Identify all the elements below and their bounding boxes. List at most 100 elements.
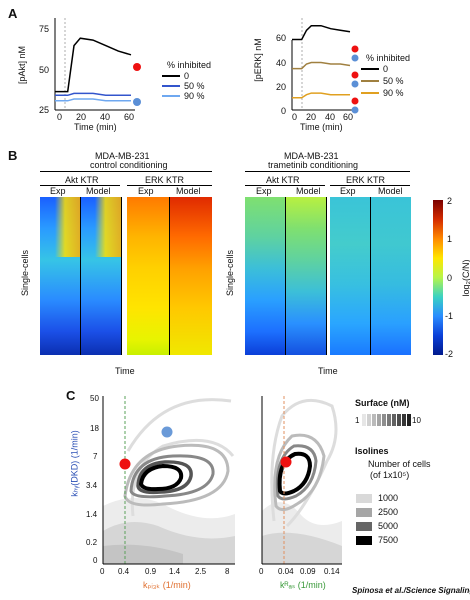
c-ytick-18: 18 — [90, 424, 99, 433]
surface-bar-4 — [382, 414, 386, 426]
colorbar-tick-m1: -1 — [445, 311, 454, 321]
pakt-ytick-50: 50 — [39, 65, 50, 75]
heatmap-erk-model — [170, 197, 212, 355]
b-left-akt-exp: Exp — [50, 186, 66, 196]
colorbar-tick-2: 2 — [447, 196, 453, 206]
perk-xtick-20: 20 — [306, 112, 317, 122]
pakt-xtick-20: 20 — [76, 112, 87, 122]
surface-max: 10 — [412, 416, 421, 425]
b-left-akt-title: Akt KTR — [65, 175, 99, 185]
isolines-sub1: Number of cells — [368, 459, 431, 469]
b-right-cell-line: MDA-MB-231 — [284, 151, 339, 161]
pakt-series-1 — [55, 92, 131, 97]
c-xlabel-right: kᴿₐₛ (1/min) — [280, 580, 326, 590]
b-left-erk-model: Model — [176, 186, 201, 196]
panel-b-label: B — [8, 148, 18, 163]
iso-label-2500: 2500 — [378, 507, 399, 517]
b-right-erk-model: Model — [378, 186, 403, 196]
pakt-ylabel: [pAkt] nM — [17, 46, 27, 85]
pakt-plot — [54, 18, 135, 111]
surface-min: 1 — [355, 416, 360, 425]
b-right-akt-title: Akt KTR — [266, 175, 300, 185]
surface-bar-3 — [377, 414, 381, 426]
surface-bar-5 — [387, 414, 391, 426]
b-left-akt-model: Model — [86, 186, 111, 196]
heatmap-trm-akt-exp — [245, 197, 285, 355]
perk-series-1 — [292, 61, 351, 70]
b-right-akt-exp: Exp — [256, 186, 272, 196]
surface-bar-0 — [362, 414, 366, 426]
surface-title: Surface (nM) — [355, 398, 410, 408]
c-left-xtick-1.4: 1.4 — [169, 567, 181, 576]
pakt-ytick-25: 25 — [39, 105, 50, 115]
panel-c-label: C — [66, 388, 76, 403]
perk-xtick-40: 40 — [325, 112, 336, 122]
colorbar-label: log₂(C/N) — [461, 259, 470, 297]
iso-label-1000: 1000 — [378, 493, 399, 503]
iso-swatch-7500 — [356, 536, 372, 545]
c-right-xtick-0.09: 0.09 — [300, 567, 316, 576]
b-right-erk-title: ERK KTR — [346, 175, 386, 185]
perk-legend-swatches — [361, 68, 379, 94]
iso-label-5000: 5000 — [378, 521, 399, 531]
perk-plot — [291, 18, 354, 111]
surface-bar-7 — [397, 414, 401, 426]
perk-legend-0: 0 — [383, 64, 389, 74]
perk-xlabel: Time (min) — [300, 122, 343, 132]
surface-bar-8 — [402, 414, 406, 426]
b-right-xlabel: Time — [318, 366, 338, 376]
perk-legend-90: 90 % — [383, 88, 404, 98]
colorbar-tick-0: 0 — [447, 273, 453, 283]
panel-a-label: A — [8, 6, 18, 21]
perk-ytick-60: 60 — [276, 33, 287, 43]
surface-bar-1 — [367, 414, 371, 426]
perk-ytick-0: 0 — [281, 106, 287, 116]
colorbar — [433, 200, 443, 355]
pakt-ytick-75: 75 — [39, 24, 50, 34]
b-left-condition: control conditioning — [90, 160, 168, 170]
surface-scale — [362, 414, 411, 426]
contour-ras — [261, 396, 342, 565]
credit: Spinosa et al./Science Signaling — [352, 586, 470, 595]
c-ylabel: kₕᵧ(DKD) (1/min) — [69, 430, 80, 497]
surface-bar-9 — [407, 414, 411, 426]
pakt-series-0 — [55, 37, 132, 93]
c-right-xtick-0.14: 0.14 — [324, 567, 340, 576]
pakt-legend-0: 0 — [184, 71, 190, 81]
b-right-condition: trametinib conditioning — [268, 160, 359, 170]
perk-xtick-60: 60 — [343, 112, 354, 122]
b-right-ylabel: Single-cells — [225, 249, 235, 297]
b-left-xlabel: Time — [115, 366, 135, 376]
surface-bar-2 — [372, 414, 376, 426]
c-ytick-0.2: 0.2 — [86, 538, 98, 547]
perk-legend-50: 50 % — [383, 76, 404, 86]
perk-legend-dots — [351, 45, 359, 114]
colorbar-tick-m2: -2 — [445, 349, 454, 359]
c-ytick-50: 50 — [90, 394, 99, 403]
iso-swatch-2500 — [356, 508, 372, 517]
b-left-ylabel: Single-cells — [20, 249, 30, 297]
c-left-xtick-0.9: 0.9 — [145, 567, 157, 576]
perk-legend-title: % inhibited — [366, 53, 411, 63]
iso-swatch-1000 — [356, 494, 372, 503]
pakt-legend-90: 90 % — [184, 91, 205, 101]
pakt-legend-dots — [133, 63, 141, 106]
pakt-xtick-60: 60 — [124, 112, 135, 122]
colorbar-tick-1: 1 — [447, 234, 453, 244]
c-xlabel-left: kₚᵢ₃ₖ (1/min) — [143, 580, 191, 590]
c-ytick-3.4: 3.4 — [86, 481, 98, 490]
iso-label-7500: 7500 — [378, 535, 399, 545]
b-right-erk-exp: Exp — [340, 186, 356, 196]
c-right-xtick-0: 0 — [259, 567, 264, 576]
perk-ylabel: [pERK] nM — [253, 38, 263, 82]
heatmap-trm-akt-model — [286, 197, 326, 355]
c-ytick-1.4: 1.4 — [86, 510, 98, 519]
c-left-xtick-2.5: 2.5 — [195, 567, 207, 576]
heatmap-trm-erk-exp — [330, 197, 370, 355]
c-ytick-0: 0 — [93, 556, 98, 565]
heatmap-trm-erk-model — [371, 197, 411, 355]
pakt-legend-title: % inhibited — [167, 60, 212, 70]
pakt-xtick-40: 40 — [100, 112, 111, 122]
b-left-erk-exp: Exp — [138, 186, 154, 196]
perk-xtick-0: 0 — [292, 112, 298, 122]
